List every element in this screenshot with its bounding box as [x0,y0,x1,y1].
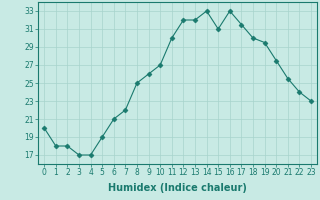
X-axis label: Humidex (Indice chaleur): Humidex (Indice chaleur) [108,183,247,193]
